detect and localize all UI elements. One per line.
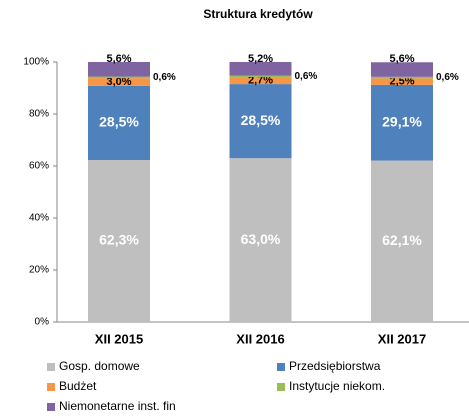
data-label: 29,1%: [382, 113, 422, 129]
data-label: 63,0%: [241, 231, 281, 247]
data-label: 0,6%: [295, 71, 318, 82]
bar-segment: [229, 84, 292, 159]
bar-segment: [371, 78, 433, 85]
data-label: 28,5%: [99, 114, 139, 130]
bar-segment: [88, 76, 150, 79]
chart-title: Struktura kredytów: [203, 7, 313, 21]
data-label: 5,6%: [389, 53, 414, 65]
legend-swatch: [47, 363, 55, 371]
data-label: 3,0%: [106, 76, 131, 88]
x-tick-label: XII 2017: [378, 331, 426, 346]
data-label: 62,1%: [382, 232, 422, 248]
y-tick-label: 40%: [29, 213, 49, 224]
y-tick-label: 0%: [35, 317, 50, 328]
bar-segment: [229, 77, 292, 85]
bar-segment: [229, 62, 292, 76]
y-tick-label: 80%: [29, 109, 49, 120]
bar-segment: [371, 160, 433, 322]
legend-swatch: [47, 403, 55, 411]
bar-segment: [88, 78, 150, 86]
bar-segment: [88, 85, 150, 161]
legend-label: Budżet: [59, 379, 97, 393]
legend-swatch: [277, 363, 285, 371]
legend-label: Przedsiębiorstwa: [289, 359, 381, 373]
bar-segment: [88, 62, 150, 77]
bar-segment: [229, 158, 292, 322]
legend-label: Niemonetarne inst. fin: [59, 399, 176, 413]
y-tick-label: 20%: [29, 265, 49, 276]
legend-label: Gosp. domowe: [59, 359, 140, 373]
y-tick-label: 100%: [23, 57, 49, 68]
bar-segment: [371, 62, 433, 77]
data-label: 0,6%: [436, 72, 459, 83]
data-label: 2,5%: [389, 76, 414, 88]
data-label: 5,2%: [248, 53, 273, 65]
bar-segment: [371, 76, 433, 79]
y-tick-label: 60%: [29, 161, 49, 172]
x-tick-label: XII 2015: [95, 331, 143, 346]
data-label: 2,7%: [248, 74, 273, 86]
bar-segment: [88, 160, 150, 322]
legend-swatch: [47, 383, 55, 391]
data-label: 28,5%: [241, 112, 281, 128]
data-label: 62,3%: [99, 232, 139, 248]
bar-segment: [371, 84, 433, 161]
data-label: 5,6%: [106, 53, 131, 65]
legend-label: Instytucje niekom.: [289, 379, 385, 393]
bar-segment: [229, 75, 292, 78]
legend-swatch: [277, 383, 285, 391]
x-tick-label: XII 2016: [236, 331, 284, 346]
data-label: 0,6%: [153, 72, 176, 83]
